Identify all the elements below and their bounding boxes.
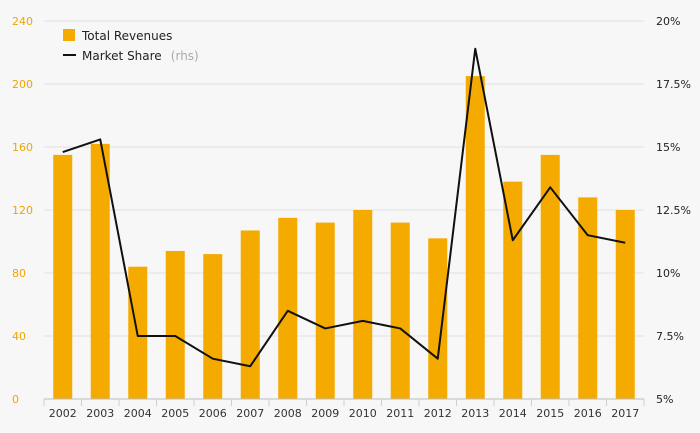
x-tick-label: 2009 [311,407,339,420]
revenue-bar [240,230,260,399]
market-share-line [62,47,626,368]
revenue-bar [615,210,635,399]
revenue-bar [428,238,448,399]
revenue-bar [503,181,523,399]
x-tick-label: 2004 [124,407,152,420]
x-tick-label: 2002 [49,407,77,420]
legend-label-rhs: (rhs) [171,49,199,63]
revenue-bar [465,76,485,399]
y-left-tick-label: 160 [12,141,33,154]
y-left-tick-label: 240 [12,15,33,28]
revenue-bar [540,154,560,399]
x-tick-label: 2008 [274,407,302,420]
revenue-bar [203,254,223,399]
revenue-bars [53,76,635,399]
x-tick-label: 2005 [161,407,189,420]
market-share-polyline [62,47,626,368]
y-left-tick-label: 120 [12,204,33,217]
revenue-bar [353,210,373,399]
x-tick-label: 2017 [611,407,639,420]
revenue-bar [53,154,73,399]
legend-label-market-share-group: Market Share (rhs) [82,45,199,64]
y-left-tick-label: 80 [12,267,26,280]
x-tick-label: 2006 [199,407,227,420]
revenue-bar [90,143,110,399]
x-tick-label: 2014 [499,407,527,420]
legend-label-revenues: Total Revenues [81,29,172,43]
x-tick-label: 2010 [349,407,377,420]
x-tick-label: 2015 [536,407,564,420]
x-tick-label: 2016 [574,407,602,420]
x-tick-label: 2007 [236,407,264,420]
x-tick-label: 2012 [424,407,452,420]
legend-label-market-share: Market Share [82,49,162,63]
revenue-bar [578,197,598,399]
x-tick-label: 2003 [86,407,114,420]
y-left-tick-label: 0 [12,393,19,406]
revenue-bar [278,217,298,399]
revenue-bar [390,222,410,399]
y-right-tick-label: 10% [656,267,680,280]
x-tick-label: 2011 [386,407,414,420]
y-right-tick-label: 20% [656,15,680,28]
y-right-tick-label: 17.5% [656,78,691,91]
revenue-bar [315,222,335,399]
revenue-bar [165,250,185,399]
x-tick-label: 2013 [461,407,489,420]
legend-swatch-revenues [63,29,75,41]
y-right-tick-label: 15% [656,141,680,154]
y-right-tick-label: 5% [656,393,673,406]
axes: 0 40 80 120 160 200 240 5% 7.5% 10% 12.5% 15% 17.5% 2… [12,15,691,420]
y-right-tick-label: 7.5% [656,330,684,343]
legend: Total Revenues Market Share (rhs) [63,29,199,64]
y-left-tick-label: 200 [12,78,33,91]
y-right-tick-label: 12.5% [656,204,691,217]
y-left-tick-label: 40 [12,330,26,343]
